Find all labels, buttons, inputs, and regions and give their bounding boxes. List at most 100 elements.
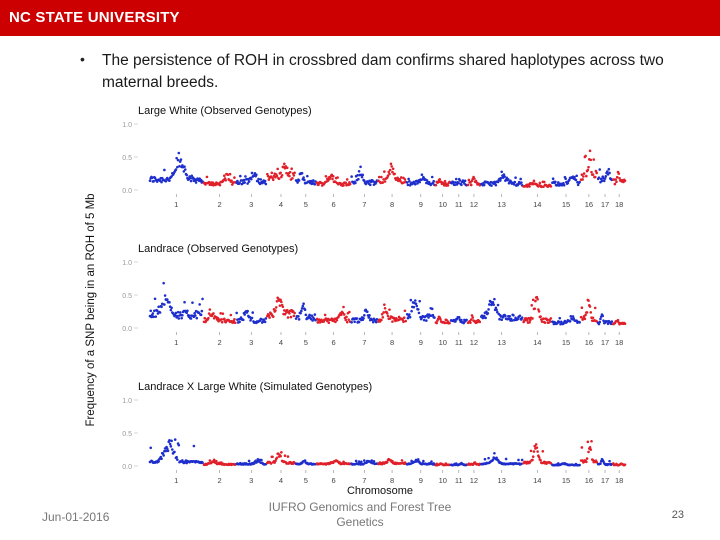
data-point — [535, 446, 539, 449]
data-point — [306, 174, 309, 178]
data-point — [465, 318, 468, 322]
data-point — [498, 317, 501, 321]
data-point — [250, 171, 254, 175]
data-point — [303, 308, 307, 312]
chromosome-13-points — [479, 451, 524, 466]
data-point — [164, 449, 168, 453]
data-point — [564, 177, 567, 180]
data-point — [148, 179, 152, 183]
data-point — [397, 315, 401, 319]
data-point — [491, 458, 495, 462]
x-tick-label: 2 — [218, 476, 222, 485]
data-point — [275, 456, 279, 460]
data-point — [491, 301, 495, 304]
data-point — [342, 305, 345, 309]
data-point — [263, 320, 267, 324]
data-point — [354, 459, 358, 463]
data-point — [310, 314, 314, 317]
data-point — [251, 311, 255, 314]
data-point — [448, 321, 451, 325]
data-point — [208, 459, 212, 462]
data-point — [439, 317, 442, 321]
data-point — [153, 309, 156, 313]
data-point — [442, 182, 445, 185]
data-point — [597, 322, 601, 326]
data-point — [617, 172, 621, 175]
data-point — [228, 172, 232, 176]
data-point — [362, 317, 365, 320]
data-point — [388, 168, 392, 172]
data-point — [170, 439, 173, 443]
data-point — [173, 438, 177, 441]
data-point — [235, 311, 238, 315]
data-point — [580, 173, 584, 176]
data-point — [219, 312, 222, 315]
data-point — [496, 303, 500, 307]
data-point — [285, 308, 289, 312]
data-point — [526, 318, 529, 322]
data-point — [494, 306, 498, 310]
data-point — [585, 457, 589, 460]
data-point — [257, 177, 260, 181]
data-point — [605, 170, 609, 173]
data-point — [189, 176, 192, 180]
x-tick-label: 4 — [279, 476, 283, 485]
data-point — [469, 321, 472, 324]
data-point — [286, 455, 290, 458]
x-tick-label: 12 — [470, 476, 478, 485]
university-logo: NC STATE UNIVERSITY — [9, 9, 180, 26]
chromosome-10-points — [434, 462, 451, 467]
chromosome-2-points — [202, 172, 237, 187]
data-point — [512, 183, 516, 186]
data-point — [400, 459, 404, 462]
data-point — [193, 312, 196, 315]
y-tick-label: 1.0 — [122, 122, 132, 129]
data-point — [168, 439, 171, 442]
data-point — [191, 301, 194, 304]
data-point — [365, 310, 369, 314]
chromosome-3-points — [235, 309, 268, 325]
data-point — [299, 311, 302, 315]
data-point — [203, 316, 207, 320]
data-point — [404, 319, 407, 323]
data-point — [207, 316, 210, 320]
data-point — [584, 154, 587, 158]
data-point — [297, 318, 301, 321]
data-point — [149, 446, 153, 450]
data-point — [374, 320, 378, 324]
data-point — [316, 321, 320, 324]
data-point — [297, 315, 300, 318]
x-tick-label: 16 — [585, 476, 593, 485]
chromosome-16-points — [579, 298, 598, 323]
data-point — [516, 317, 520, 321]
data-point — [283, 162, 286, 166]
data-point — [616, 318, 620, 322]
data-point — [168, 442, 172, 446]
data-point — [443, 179, 447, 183]
data-point — [385, 460, 389, 464]
data-point — [537, 455, 541, 459]
data-point — [313, 182, 317, 186]
data-point — [293, 311, 296, 315]
data-point — [478, 320, 482, 324]
data-point — [589, 158, 593, 162]
data-point — [285, 166, 289, 170]
data-point — [160, 457, 163, 461]
chromosome-9-points — [405, 458, 436, 466]
data-point — [267, 314, 271, 317]
data-point — [408, 313, 411, 316]
data-point — [382, 311, 385, 314]
data-point — [412, 305, 416, 309]
data-point — [221, 312, 225, 315]
data-point — [389, 162, 393, 166]
data-point — [212, 458, 216, 462]
data-point — [527, 316, 531, 320]
data-point — [487, 308, 490, 311]
chromosome-17-points — [596, 167, 614, 184]
data-point — [279, 171, 282, 175]
data-point — [292, 174, 296, 177]
data-point — [595, 171, 598, 175]
data-point — [345, 320, 349, 324]
data-point — [288, 312, 291, 315]
x-tick-label: 12 — [470, 338, 478, 347]
